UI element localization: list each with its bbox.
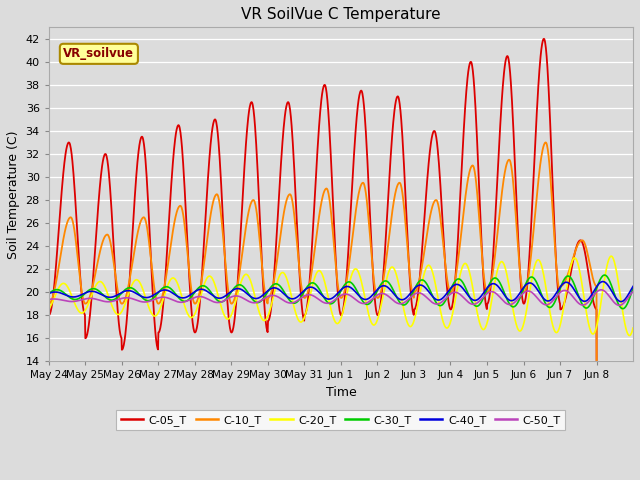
C-50_T: [479, 295, 486, 300]
C-10_T: [326, 198, 333, 204]
Line: C-40_T: C-40_T: [49, 282, 633, 301]
C-40_T: [136, 293, 144, 299]
C-50_T: [136, 299, 144, 304]
C-05_T: [540, 36, 548, 42]
C-20_T: [625, 333, 633, 338]
C-30_T: [315, 285, 323, 291]
C-05_T: [326, 131, 333, 137]
C-50_T: [616, 302, 623, 308]
C-05_T: [315, 129, 323, 135]
C-20_T: [136, 280, 144, 286]
C-30_T: [45, 291, 52, 297]
C-10_T: [479, 261, 486, 267]
C-10_T: [45, 301, 52, 307]
C-40_T: [564, 280, 572, 286]
C-40_T: [326, 296, 333, 302]
C-30_T: [601, 272, 609, 278]
C-20_T: [607, 253, 615, 259]
C-10_T: [541, 140, 549, 145]
C-20_T: [622, 325, 630, 331]
C-20_T: [315, 268, 323, 274]
C-30_T: [622, 303, 630, 309]
Line: C-50_T: C-50_T: [49, 290, 633, 305]
C-50_T: [45, 297, 52, 302]
C-10_T: [565, 269, 573, 275]
C-50_T: [629, 288, 637, 294]
C-40_T: [629, 284, 637, 289]
C-40_T: [617, 299, 625, 304]
Line: C-20_T: C-20_T: [49, 256, 633, 336]
C-05_T: [136, 138, 144, 144]
C-40_T: [45, 290, 52, 296]
C-10_T: [315, 216, 323, 222]
X-axis label: Time: Time: [326, 386, 356, 399]
C-20_T: [629, 325, 637, 331]
C-40_T: [479, 291, 486, 297]
C-20_T: [564, 275, 572, 281]
C-10_T: [136, 220, 144, 226]
Line: C-10_T: C-10_T: [49, 143, 633, 480]
C-30_T: [629, 285, 637, 291]
C-50_T: [315, 297, 323, 302]
Y-axis label: Soil Temperature (C): Soil Temperature (C): [7, 130, 20, 259]
C-40_T: [622, 295, 630, 300]
C-50_T: [597, 287, 605, 293]
Text: VR_soilvue: VR_soilvue: [63, 48, 134, 60]
C-30_T: [564, 273, 572, 279]
C-50_T: [326, 300, 333, 306]
Title: VR SoilVue C Temperature: VR SoilVue C Temperature: [241, 7, 441, 22]
Legend: C-05_T, C-10_T, C-20_T, C-30_T, C-40_T, C-50_T: C-05_T, C-10_T, C-20_T, C-30_T, C-40_T, …: [116, 410, 565, 430]
C-30_T: [619, 306, 627, 312]
C-30_T: [479, 297, 486, 302]
C-50_T: [564, 289, 572, 295]
C-30_T: [326, 301, 333, 307]
C-40_T: [315, 289, 323, 295]
C-50_T: [622, 298, 630, 303]
C-20_T: [326, 301, 333, 307]
C-20_T: [45, 306, 52, 312]
C-40_T: [599, 279, 607, 285]
Line: C-05_T: C-05_T: [49, 39, 633, 480]
C-05_T: [45, 312, 52, 318]
C-30_T: [136, 292, 144, 298]
C-05_T: [479, 263, 486, 268]
C-20_T: [479, 326, 486, 332]
C-05_T: [565, 281, 573, 287]
Line: C-30_T: C-30_T: [49, 275, 633, 309]
